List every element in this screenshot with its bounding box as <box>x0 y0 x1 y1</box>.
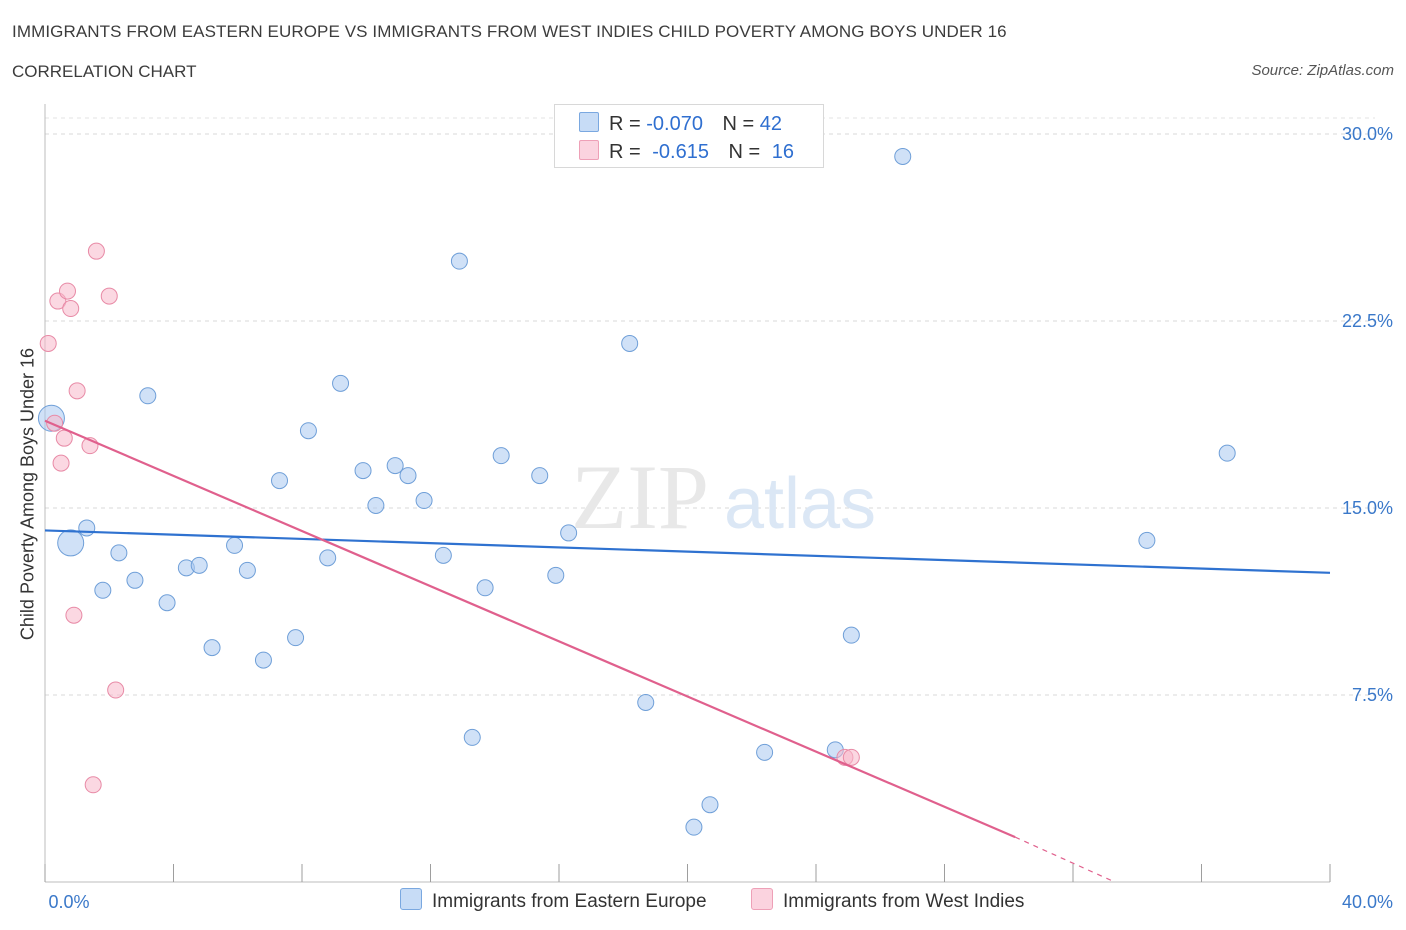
point-eastern-europe <box>637 693 655 711</box>
legend-swatch-blue <box>579 112 599 132</box>
legend-item-eastern-europe[interactable]: Immigrants from Eastern Europe <box>400 888 707 913</box>
point-eastern-europe <box>203 639 221 657</box>
y-tick-label: 7.5% <box>1352 685 1393 705</box>
point-west-indies <box>52 454 70 472</box>
legend-swatch-blue <box>400 888 422 910</box>
point-west-indies <box>39 334 57 352</box>
point-eastern-europe <box>434 546 452 564</box>
point-eastern-europe <box>299 422 317 440</box>
x-tick-label-min: 0.0% <box>48 892 89 912</box>
point-eastern-europe <box>386 457 404 475</box>
legend-item-west-indies[interactable]: Immigrants from West Indies <box>751 888 1024 913</box>
point-eastern-europe <box>701 796 719 814</box>
x-tick-label-max: 40.0% <box>1342 892 1393 912</box>
legend-label: Immigrants from West Indies <box>783 891 1025 912</box>
y-tick-label: 30.0% <box>1342 124 1393 144</box>
point-west-indies <box>87 242 105 260</box>
point-eastern-europe <box>560 524 578 542</box>
legend-swatch-pink <box>751 888 773 910</box>
legend-r-label: R = <box>609 141 641 163</box>
point-eastern-europe <box>1138 531 1156 549</box>
point-eastern-europe <box>367 497 385 515</box>
point-eastern-europe <box>450 252 468 270</box>
point-eastern-europe <box>319 549 337 567</box>
axes <box>44 104 1331 883</box>
point-eastern-europe <box>621 334 639 352</box>
point-eastern-europe <box>492 447 510 465</box>
point-west-indies <box>68 382 86 400</box>
legend-row-eastern-europe: R = -0.070 N = 42 <box>579 112 782 136</box>
point-west-indies <box>62 300 80 318</box>
point-west-indies <box>100 287 118 305</box>
legend-r-value: -0.070 <box>646 113 703 135</box>
legend-n-label: N = <box>722 113 755 135</box>
point-eastern-europe <box>287 629 305 647</box>
point-eastern-europe <box>1218 444 1236 462</box>
point-eastern-europe <box>190 556 208 574</box>
point-eastern-europe <box>78 519 96 537</box>
chart-title: IMMIGRANTS FROM EASTERN EUROPE VS IMMIGR… <box>12 22 1007 41</box>
stats-legend: R = -0.070 N = 42 R = -0.615 N = 16 <box>554 104 824 168</box>
watermark-atlas: atlas <box>724 464 876 544</box>
point-eastern-europe <box>238 561 256 579</box>
point-eastern-europe <box>126 571 144 589</box>
legend-n-label: N = <box>728 141 761 163</box>
point-eastern-europe <box>110 544 128 562</box>
point-eastern-europe <box>399 467 417 485</box>
data-points <box>37 147 1236 836</box>
legend-n-value: 42 <box>759 113 783 135</box>
trend-extension-west-indies <box>1014 836 1116 883</box>
point-eastern-europe <box>254 651 272 669</box>
trend-line-eastern-europe <box>44 529 1331 574</box>
legend-swatch-pink <box>579 140 599 160</box>
trend-lines <box>44 419 1331 883</box>
legend-r-value: -0.615 <box>652 141 709 163</box>
grid-lines <box>45 117 1375 696</box>
watermark: ZIP atlas <box>571 446 876 548</box>
source-credit: Source: ZipAtlas.com <box>1251 62 1394 79</box>
point-west-indies <box>58 282 76 300</box>
point-eastern-europe <box>756 743 774 761</box>
point-eastern-europe <box>894 147 912 165</box>
tick-labels: 7.5% 15.0% 22.5% 30.0% 0.0% 40.0% <box>48 124 1393 912</box>
point-eastern-europe <box>354 462 372 480</box>
trend-line-west-indies <box>44 419 1016 839</box>
legend-label: Immigrants from Eastern Europe <box>432 891 707 912</box>
point-eastern-europe <box>685 818 703 836</box>
point-west-indies <box>84 776 102 794</box>
point-eastern-europe <box>94 581 112 599</box>
point-west-indies <box>65 606 83 624</box>
legend-n-value: 16 <box>771 141 795 163</box>
point-eastern-europe <box>463 728 481 746</box>
y-tick-label: 22.5% <box>1342 311 1393 331</box>
point-eastern-europe <box>531 467 549 485</box>
y-tick-label: 15.0% <box>1342 498 1393 518</box>
point-west-indies <box>842 748 860 766</box>
point-west-indies <box>107 681 125 699</box>
y-axis-label: Child Poverty Among Boys Under 16 <box>17 347 38 641</box>
point-eastern-europe <box>415 492 433 510</box>
point-eastern-europe <box>226 536 244 554</box>
point-eastern-europe <box>271 472 289 490</box>
legend-row-west-indies: R = -0.615 N = 16 <box>579 140 794 164</box>
point-eastern-europe <box>332 374 350 392</box>
point-eastern-europe <box>57 529 85 557</box>
point-eastern-europe <box>842 626 860 644</box>
point-eastern-europe <box>158 594 176 612</box>
point-eastern-europe <box>476 579 494 597</box>
chart-subtitle: CORRELATION CHART <box>12 62 197 81</box>
point-eastern-europe <box>139 387 157 405</box>
watermark-zip: ZIP <box>571 446 709 548</box>
point-eastern-europe <box>547 566 565 584</box>
legend-r-label: R = <box>609 113 641 135</box>
